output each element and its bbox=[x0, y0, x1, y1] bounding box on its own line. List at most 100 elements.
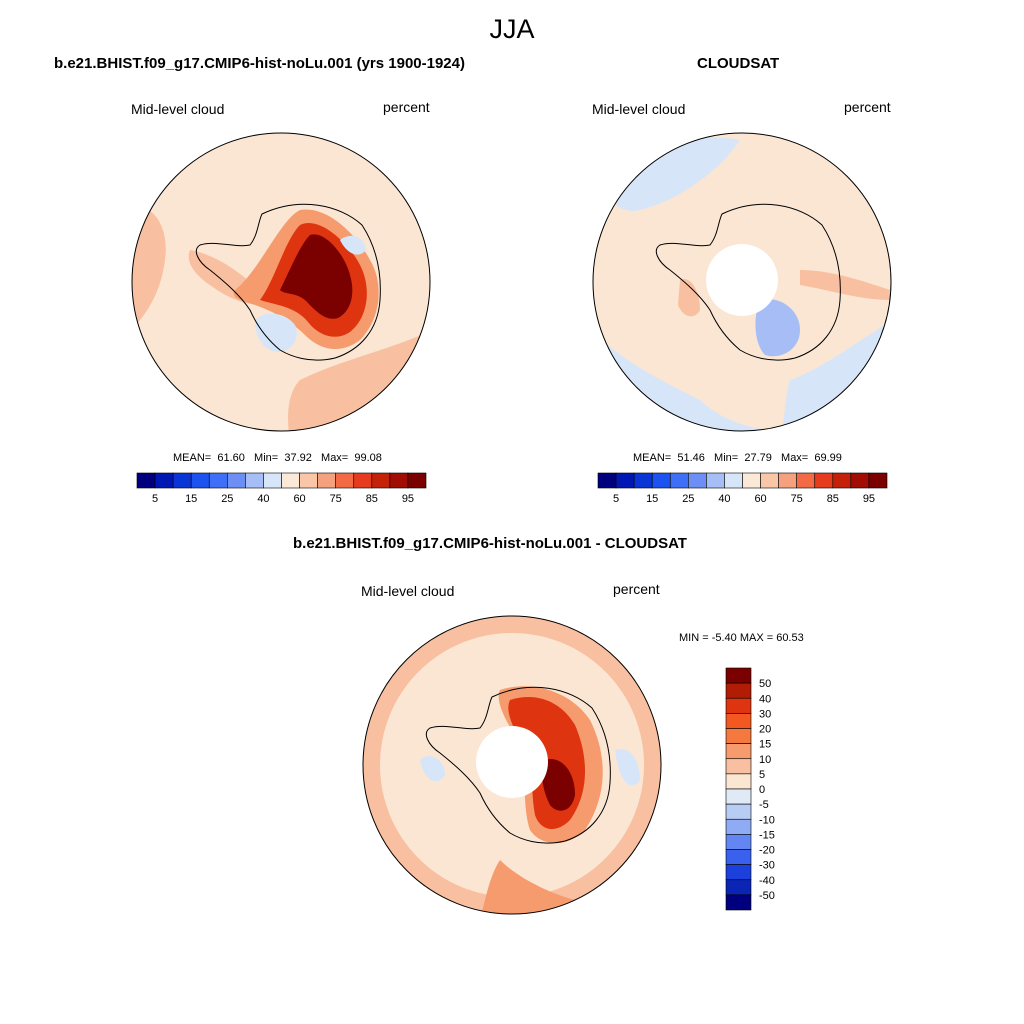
colorbar-diff-swatch bbox=[725, 758, 752, 775]
panel3-title: b.e21.BHIST.f09_g17.CMIP6-hist-noLu.001 … bbox=[293, 535, 687, 552]
panel2-min: 27.79 bbox=[744, 452, 772, 464]
map2-outline bbox=[592, 132, 892, 432]
map2-polar-plot bbox=[592, 132, 892, 432]
colorbar-panel2-swatch bbox=[832, 472, 852, 489]
panel1-variable: Mid-level cloud bbox=[131, 101, 225, 117]
panel1-min-label: Min= bbox=[254, 452, 279, 464]
panel2-stats: MEAN= 51.46 Min= 27.79 Max= 69.99 bbox=[633, 452, 842, 464]
panel1-min: 37.92 bbox=[284, 452, 312, 464]
colorbar-panel1-tick-label: 5 bbox=[152, 493, 158, 505]
colorbar-panel2-swatch bbox=[760, 472, 779, 489]
panel1-max-label: Max= bbox=[321, 452, 349, 464]
colorbar-panel1-swatch bbox=[136, 472, 156, 489]
panel2-mean-label: MEAN= bbox=[633, 452, 672, 464]
colorbar-panel2-tick-label: 85 bbox=[827, 493, 839, 505]
colorbar-diff-swatch bbox=[725, 894, 752, 911]
colorbar-panel1-swatch bbox=[172, 472, 192, 489]
colorbar-diff-swatch bbox=[725, 682, 752, 699]
colorbar-diff-swatch bbox=[725, 743, 752, 760]
colorbar-panel1-swatch bbox=[353, 472, 373, 489]
colorbar-panel2-swatch bbox=[633, 472, 653, 489]
colorbar-panel1-tick-label: 85 bbox=[366, 493, 378, 505]
panel1-mean-label: MEAN= bbox=[173, 452, 212, 464]
panel2-variable: Mid-level cloud bbox=[592, 101, 686, 117]
panel3-variable: Mid-level cloud bbox=[361, 583, 455, 599]
colorbar-panel1-swatch bbox=[263, 472, 282, 489]
colorbar-panel1-swatch bbox=[281, 472, 300, 489]
colorbar-panel2-swatch bbox=[688, 472, 707, 489]
colorbar-panel1-tick-label: 75 bbox=[330, 493, 342, 505]
colorbar-panel1-swatch bbox=[208, 472, 228, 489]
colorbar-panel1-swatch bbox=[335, 472, 355, 489]
colorbar-diff-swatch bbox=[725, 803, 752, 820]
colorbar-panel2-swatch bbox=[868, 472, 888, 489]
colorbar-panel1-tick-label: 95 bbox=[402, 493, 414, 505]
panel1-title: b.e21.BHIST.f09_g17.CMIP6-hist-noLu.001 … bbox=[54, 55, 465, 72]
panel2-units: percent bbox=[844, 99, 891, 115]
map1-west-band bbox=[132, 207, 166, 330]
map2-peninsula-orange bbox=[678, 279, 700, 317]
panel3-minmax: MIN = -5.40 MAX = 60.53 bbox=[679, 632, 804, 644]
colorbar-diff-swatch bbox=[725, 773, 752, 790]
colorbar-diff-tick-label: -20 bbox=[759, 845, 775, 857]
colorbar-diff-swatch bbox=[725, 864, 752, 881]
map1-plateau-blue bbox=[340, 235, 366, 255]
colorbar-diff-tick-label: -5 bbox=[759, 799, 769, 811]
panel1-units: percent bbox=[383, 99, 430, 115]
colorbar-diff-swatch bbox=[725, 713, 752, 729]
colorbar-panel1: 5 15 25 40 60 75 85 95 bbox=[136, 472, 427, 505]
colorbar-panel2-swatch bbox=[597, 472, 617, 489]
panel3-units: percent bbox=[613, 581, 660, 597]
colorbar-panel1-swatch bbox=[190, 472, 210, 489]
colorbar-panel1-swatch bbox=[389, 472, 409, 489]
map2-east-band bbox=[800, 270, 890, 300]
map2-antarctica-coast bbox=[655, 203, 841, 361]
map3-continent-darkred bbox=[542, 759, 575, 811]
colorbar-diff-tick-label: 10 bbox=[759, 754, 771, 766]
colorbar-diff-tick-label: -15 bbox=[759, 829, 775, 841]
map2-pole-gap bbox=[706, 244, 778, 316]
map1-ross-blue bbox=[255, 313, 297, 352]
colorbar-panel1-tick-label: 15 bbox=[185, 493, 197, 505]
colorbar-panel2-tick-label: 60 bbox=[754, 493, 766, 505]
colorbar-panel2-tick-label: 75 bbox=[791, 493, 803, 505]
map1-outline bbox=[131, 132, 431, 432]
colorbar-panel2-swatch bbox=[615, 472, 635, 489]
panel2-min-label: Min= bbox=[714, 452, 739, 464]
colorbar-diff-swatch bbox=[725, 697, 752, 714]
colorbar-panel2-tick-label: 25 bbox=[682, 493, 694, 505]
colorbar-panel1-tick-label: 40 bbox=[257, 493, 269, 505]
colorbar-diff-tick-label: -50 bbox=[759, 890, 775, 902]
panel2-mean: 51.46 bbox=[677, 452, 705, 464]
colorbar-diff-tick-label: 50 bbox=[759, 678, 771, 690]
panel1-max: 99.08 bbox=[354, 452, 382, 464]
colorbar-panel1-tick-label: 60 bbox=[293, 493, 305, 505]
colorbar-panel1-swatch bbox=[371, 472, 391, 489]
colorbar-panel1-tick-label: 25 bbox=[221, 493, 233, 505]
map3-outline bbox=[362, 615, 662, 915]
colorbar-panel1-swatch bbox=[407, 472, 427, 489]
map3-polar-plot bbox=[362, 615, 662, 915]
colorbar-diff-swatch bbox=[725, 879, 752, 896]
colorbar-panel2-swatch bbox=[669, 472, 689, 489]
colorbar-panel2-swatch bbox=[814, 472, 834, 489]
colorbar-diff-tick-label: 5 bbox=[759, 769, 765, 781]
colorbar-diff-swatch bbox=[725, 849, 752, 865]
colorbar-panel2-tick-label: 5 bbox=[613, 493, 619, 505]
map1-continent-darkred bbox=[280, 234, 353, 319]
colorbar-panel1-swatch bbox=[299, 472, 318, 489]
colorbar-diff-swatch bbox=[725, 667, 752, 684]
panel1-mean: 61.60 bbox=[217, 452, 245, 464]
colorbar-panel1-swatch bbox=[317, 472, 336, 489]
colorbar-panel2: 5 15 25 40 60 75 85 95 bbox=[597, 472, 888, 505]
colorbar-panel1-swatch bbox=[245, 472, 264, 489]
colorbar-panel2-swatch bbox=[742, 472, 761, 489]
map3-peninsula-blue bbox=[420, 755, 445, 782]
map1-polar-plot bbox=[131, 132, 431, 432]
colorbar-diff-tick-label: 20 bbox=[759, 724, 771, 736]
colorbar-diff-swatch bbox=[725, 728, 752, 744]
panel2-max-label: Max= bbox=[781, 452, 809, 464]
colorbar-diff-tick-label: -30 bbox=[759, 860, 775, 872]
